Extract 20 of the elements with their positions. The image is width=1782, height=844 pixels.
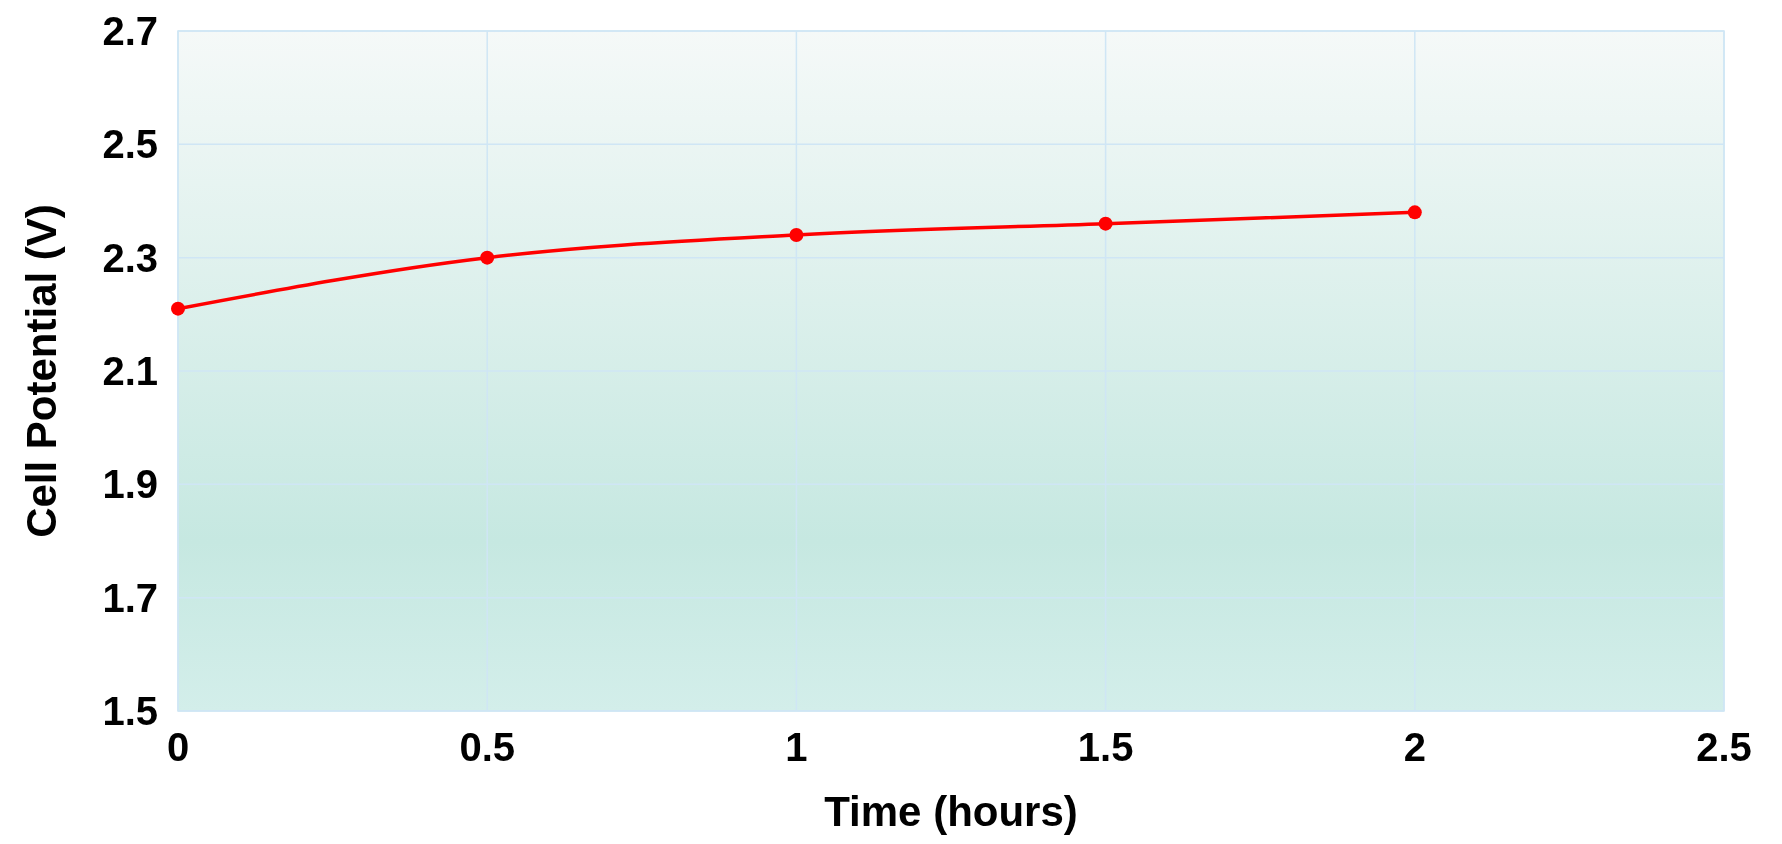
point: [480, 250, 495, 265]
x-tick-label: 0: [166, 725, 190, 769]
x-tick-label: 1.5: [1077, 725, 1134, 769]
y-tick-label: 1.7: [102, 575, 158, 620]
point: [171, 301, 185, 316]
point: [1098, 216, 1113, 231]
y-axis-title: Cell Potential (V): [18, 204, 65, 538]
x-tick-label: 2.5: [1696, 725, 1752, 769]
y-tick-label: 2.1: [102, 349, 158, 393]
y-tick-label: 2.3: [102, 235, 158, 280]
y-tick-label: 2.7: [102, 9, 158, 53]
x-tick-label: 0.5: [459, 725, 515, 769]
point: [789, 228, 804, 242]
x-tick-label: 1: [785, 725, 808, 769]
point: [1407, 205, 1422, 220]
y-tick-label: 1.9: [102, 462, 158, 507]
y-tick-label: 2.5: [102, 122, 158, 167]
x-tick-label: 2: [1403, 725, 1426, 769]
y-tick-label: 1.5: [102, 689, 158, 733]
x-axis-title: Time (hours): [824, 788, 1078, 835]
